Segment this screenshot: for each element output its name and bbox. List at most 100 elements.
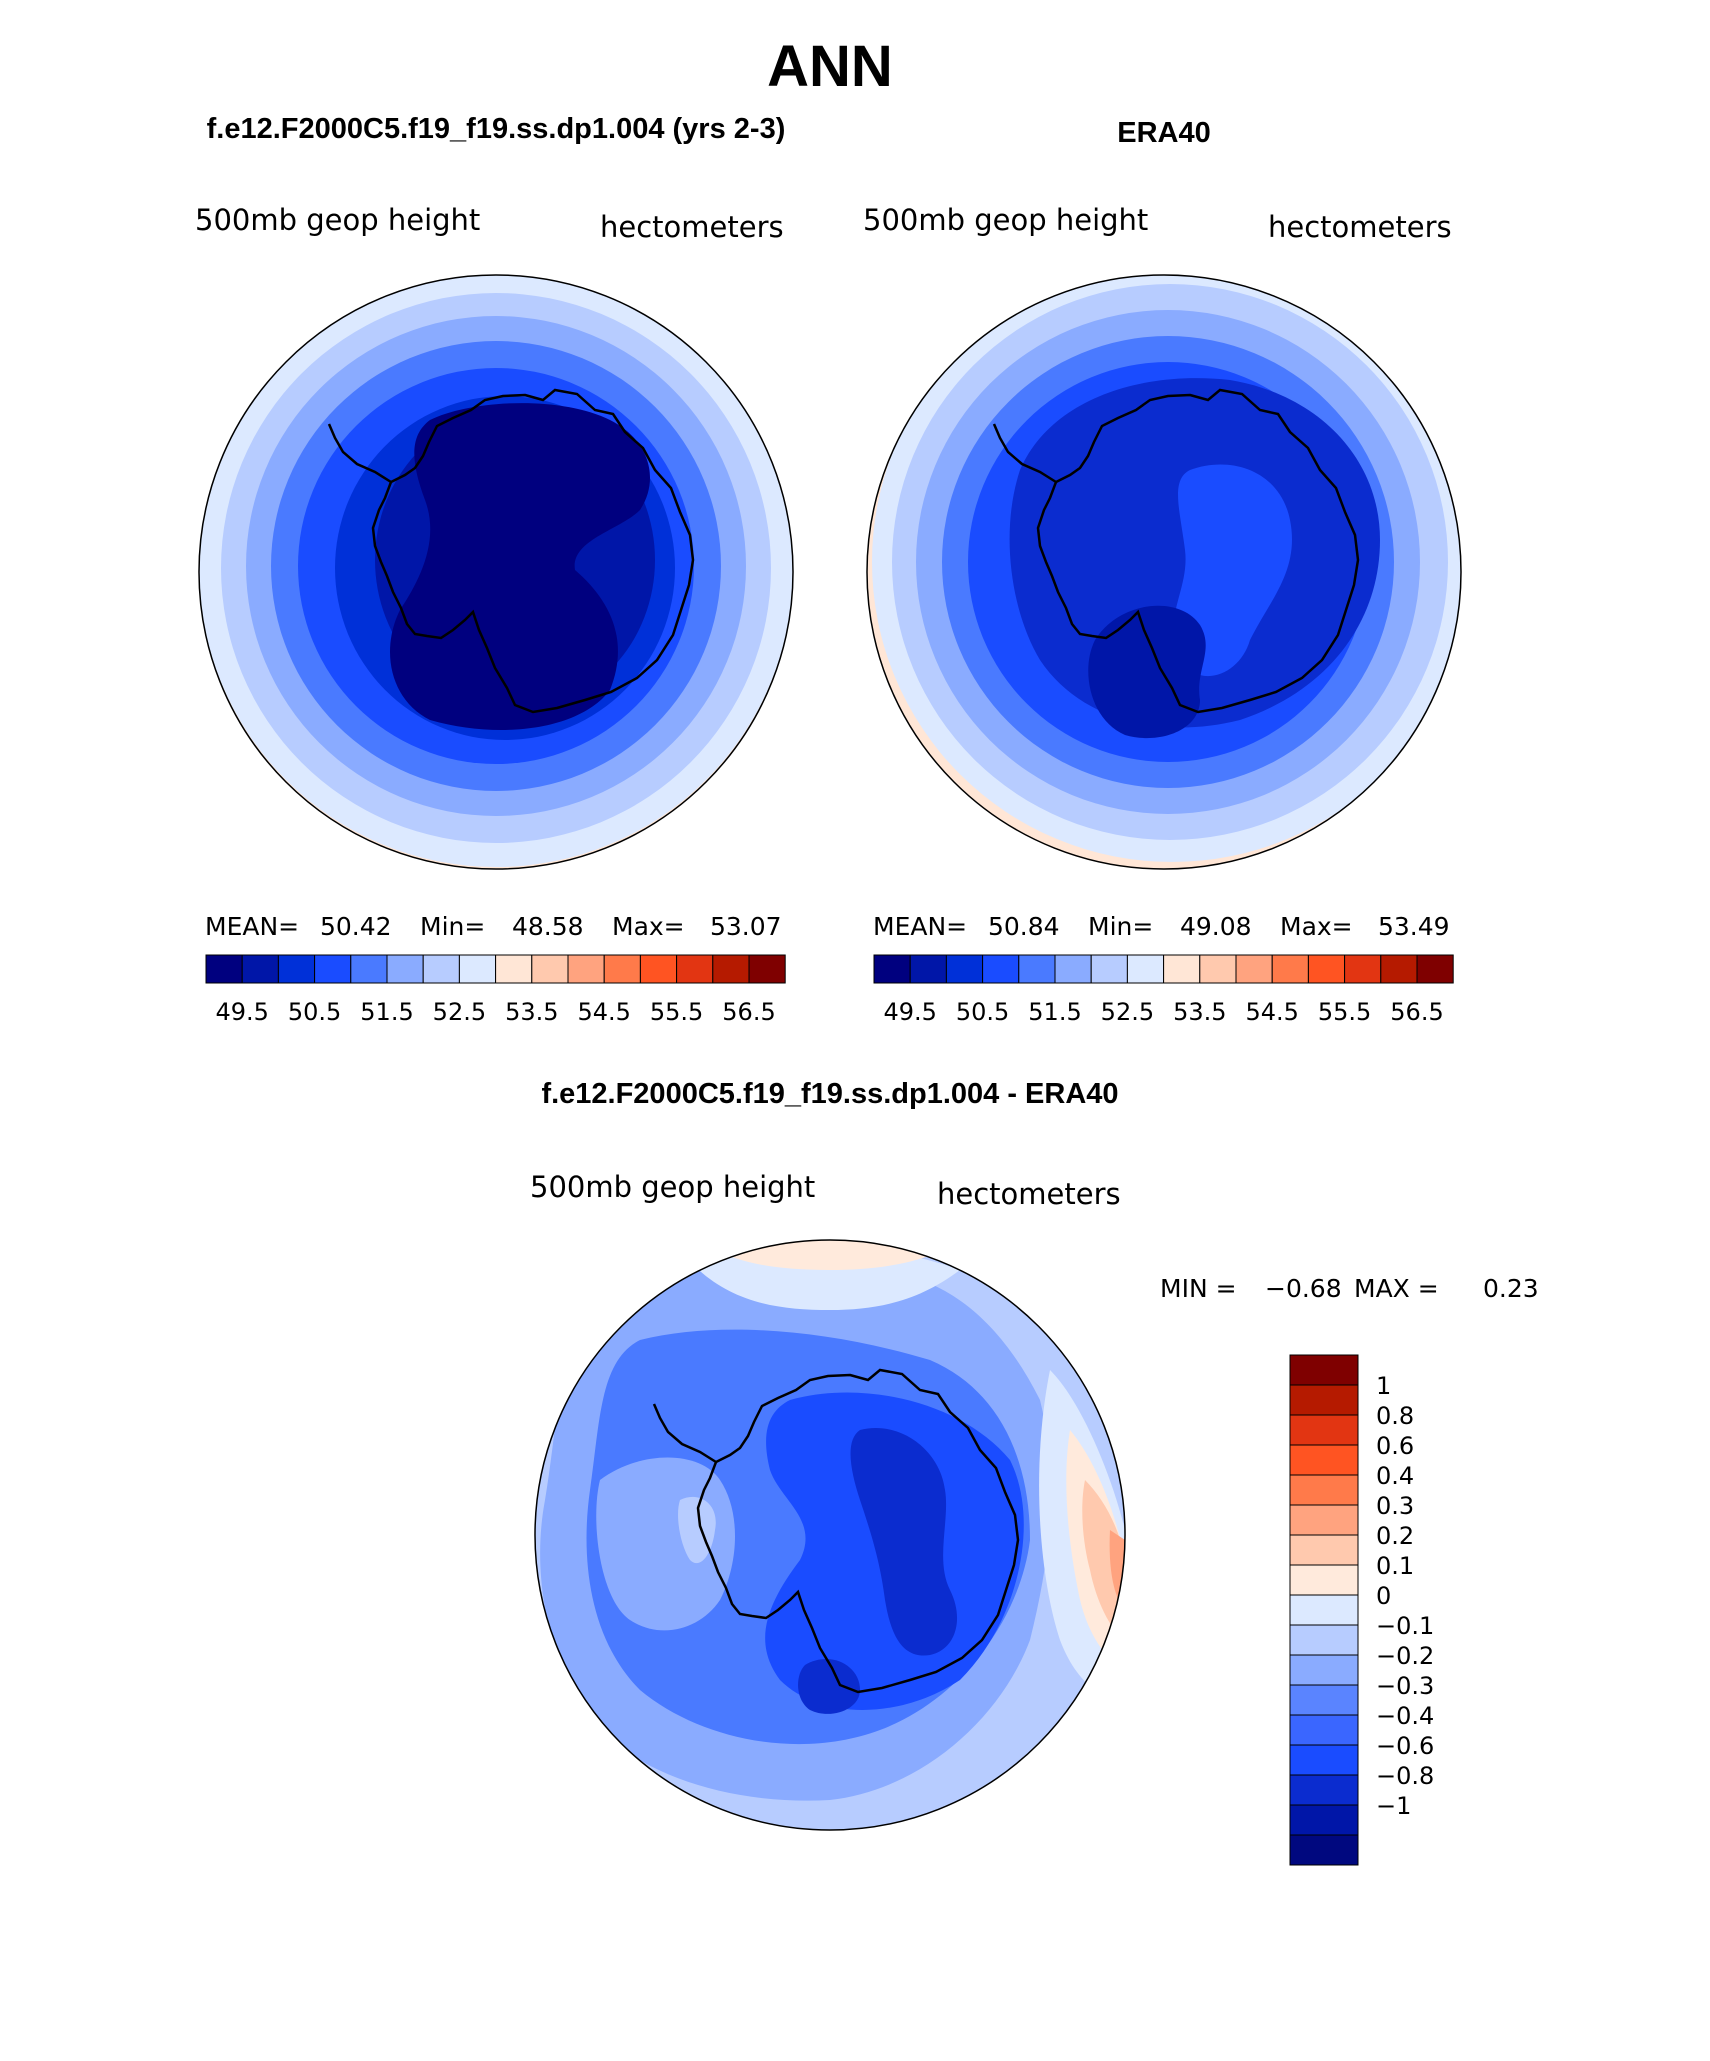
panel-model-max-value: 53.07 [710, 912, 782, 941]
colorbar-tick-label: 54.5 [1245, 998, 1298, 1026]
colorbar-tick-label: 56.5 [1390, 998, 1443, 1026]
colorbar-swatch [386, 954, 424, 984]
panel-era40-colorbar: 49.5 50.5 51.5 52.5 53.5 54.5 55.5 56.5 [873, 954, 1454, 1026]
panel-era40-stats: MEAN= 50.84 Min= 49.08 Max= 53.49 [873, 912, 1450, 941]
panel-model: f.e12.F2000C5.f19_f19.ss.dp1.004 (yrs 2-… [195, 113, 794, 1026]
colorbar-tick-label: −0.8 [1376, 1762, 1434, 1790]
colorbar-swatch [1289, 1804, 1359, 1836]
panel-era40-variable: 500mb geop height [863, 203, 1148, 237]
colorbar-swatch [1289, 1654, 1359, 1686]
panel-difference-max-value: 0.23 [1483, 1274, 1539, 1303]
colorbar-swatch [205, 954, 243, 984]
colorbar-swatch [1235, 954, 1273, 984]
panel-difference-units: hectometers [937, 1177, 1121, 1211]
colorbar-swatch [1380, 954, 1418, 984]
colorbar-tick-label: 55.5 [650, 998, 703, 1026]
colorbar-swatch [1289, 1534, 1359, 1566]
panel-difference-colorbar: 10.80.60.40.30.20.10−0.1−0.2−0.3−0.4−0.6… [1289, 1354, 1434, 1866]
panel-model-min-value: 48.58 [512, 912, 584, 941]
colorbar-swatch [1289, 1384, 1359, 1416]
colorbar-tick-label: 0.1 [1376, 1552, 1414, 1580]
colorbar-swatch [458, 954, 497, 984]
panel-model-colorbar: 49.5 50.5 51.5 52.5 53.5 54.5 55.5 56.5 [205, 954, 786, 1026]
colorbar-swatch [748, 954, 786, 984]
colorbar-swatch [350, 954, 388, 984]
colorbar-swatch [241, 954, 279, 984]
panel-difference-min-value: −0.68 [1265, 1274, 1342, 1303]
panel-model-title: f.e12.F2000C5.f19_f19.ss.dp1.004 (yrs 2-… [207, 113, 786, 145]
colorbar-swatch [1289, 1714, 1359, 1746]
colorbar-tick-label: 0.4 [1376, 1462, 1414, 1490]
panel-difference-map [535, 1240, 1125, 1830]
colorbar-tick-label: −0.1 [1376, 1612, 1434, 1640]
panel-model-max-label: Max= [612, 912, 685, 941]
panel-era40-max-value: 53.49 [1378, 912, 1450, 941]
panel-era40-min-label: Min= [1088, 912, 1153, 941]
colorbar-tick-label: 0.8 [1376, 1402, 1414, 1430]
colorbar-swatch [277, 954, 316, 984]
colorbar-tick-label: 50.5 [288, 998, 341, 1026]
colorbar-swatch [531, 954, 569, 984]
colorbar-tick-label: 0.3 [1376, 1492, 1414, 1520]
colorbar-tick-label: 53.5 [505, 998, 558, 1026]
page-title: ANN [767, 34, 893, 99]
colorbar-swatch [1163, 954, 1201, 984]
panel-difference-max-label: MAX = [1354, 1274, 1439, 1303]
colorbar-swatch [1416, 954, 1454, 984]
colorbar-swatch [1289, 1474, 1359, 1506]
colorbar-swatch [982, 954, 1020, 984]
colorbar-swatch [1289, 1564, 1359, 1596]
panel-difference: f.e12.F2000C5.f19_f19.ss.dp1.004 - ERA40… [530, 1078, 1539, 1866]
colorbar-swatch [1126, 954, 1165, 984]
colorbar-tick-label: 51.5 [360, 998, 413, 1026]
colorbar-swatch [495, 954, 533, 984]
colorbar-tick-label: 0.2 [1376, 1522, 1414, 1550]
colorbar-swatch [909, 954, 947, 984]
colorbar-tick-label: 1 [1376, 1372, 1391, 1400]
colorbar-swatch [1271, 954, 1309, 984]
panel-difference-title: f.e12.F2000C5.f19_f19.ss.dp1.004 - ERA40 [541, 1078, 1118, 1110]
panel-model-mean-label: MEAN= [205, 912, 299, 941]
colorbar-swatch [1289, 1414, 1359, 1446]
colorbar-swatch [1289, 1774, 1359, 1806]
colorbar-tick-label: −0.6 [1376, 1732, 1434, 1760]
colorbar-swatch [1289, 1834, 1359, 1866]
colorbar-tick-label: 49.5 [215, 998, 268, 1026]
panel-era40-units: hectometers [1268, 210, 1452, 244]
colorbar-swatch [1289, 1624, 1359, 1656]
colorbar-swatch [676, 954, 714, 984]
panel-model-stats: MEAN= 50.42 Min= 48.58 Max= 53.07 [205, 912, 782, 941]
panel-difference-min-label: MIN = [1160, 1274, 1237, 1303]
panel-model-mean-value: 50.42 [320, 912, 392, 941]
panel-era40-title: ERA40 [1117, 117, 1211, 149]
colorbar-tick-label: 49.5 [883, 998, 936, 1026]
colorbar-swatch [1289, 1594, 1359, 1626]
colorbar-tick-label: 52.5 [433, 998, 486, 1026]
panel-model-variable: 500mb geop height [195, 203, 480, 237]
colorbar-swatch [1307, 954, 1346, 984]
colorbar-swatch [1018, 954, 1056, 984]
colorbar-swatch [1090, 954, 1128, 984]
colorbar-tick-label: 0.6 [1376, 1432, 1414, 1460]
colorbar-swatch [1289, 1684, 1359, 1716]
colorbar-swatch [1199, 954, 1237, 984]
panel-era40-map [867, 275, 1461, 869]
colorbar-tick-label: 51.5 [1028, 998, 1081, 1026]
colorbar-tick-label: −0.4 [1376, 1702, 1434, 1730]
colorbar-tick-label: 55.5 [1318, 998, 1371, 1026]
colorbar-swatch [1289, 1504, 1359, 1536]
colorbar-swatch [567, 954, 605, 984]
colorbar-swatch [945, 954, 984, 984]
colorbar-swatch [422, 954, 460, 984]
colorbar-swatch [603, 954, 641, 984]
colorbar-swatch [314, 954, 352, 984]
panel-era40-min-value: 49.08 [1180, 912, 1252, 941]
colorbar-tick-label: −0.2 [1376, 1642, 1434, 1670]
colorbar-swatch [1289, 1444, 1359, 1476]
colorbar-swatch [1289, 1354, 1359, 1386]
panel-difference-variable: 500mb geop height [530, 1170, 815, 1204]
colorbar-tick-label: 50.5 [956, 998, 1009, 1026]
panel-difference-stats: MIN = −0.68 MAX = 0.23 [1160, 1274, 1539, 1303]
colorbar-swatch [873, 954, 911, 984]
